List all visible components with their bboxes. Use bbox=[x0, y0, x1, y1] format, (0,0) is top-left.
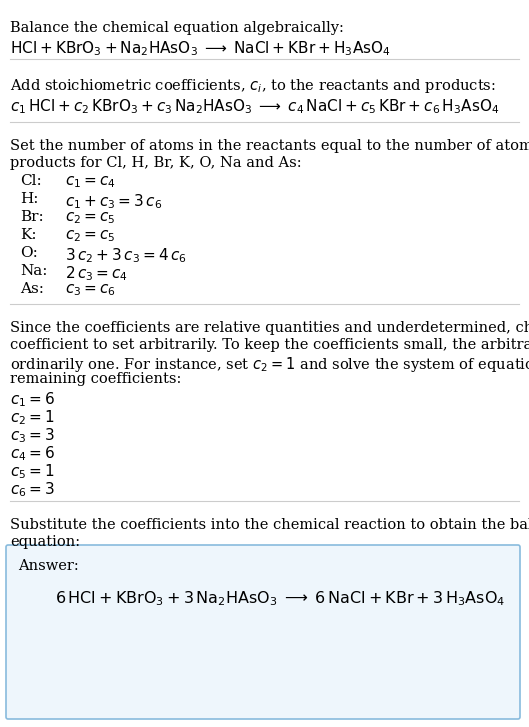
Text: $c_1 + c_3 = 3\,c_6$: $c_1 + c_3 = 3\,c_6$ bbox=[65, 192, 162, 211]
Text: $2\,c_3 = c_4$: $2\,c_3 = c_4$ bbox=[65, 264, 128, 283]
Text: $c_3 = 3$: $c_3 = 3$ bbox=[10, 426, 55, 445]
Text: $c_1 = c_4$: $c_1 = c_4$ bbox=[65, 174, 116, 190]
Text: As:: As: bbox=[20, 282, 44, 296]
Text: $c_5 = 1$: $c_5 = 1$ bbox=[10, 462, 54, 481]
Text: $c_6 = 3$: $c_6 = 3$ bbox=[10, 480, 55, 499]
FancyBboxPatch shape bbox=[6, 545, 520, 719]
Text: $6\,\mathrm{HCl} + \mathrm{KBrO_3} + 3\,\mathrm{Na_2HAsO_3} \;\longrightarrow\; : $6\,\mathrm{HCl} + \mathrm{KBrO_3} + 3\,… bbox=[55, 589, 505, 608]
Text: coefficient to set arbitrarily. To keep the coefficients small, the arbitrary va: coefficient to set arbitrarily. To keep … bbox=[10, 338, 529, 352]
Text: $c_2 = 1$: $c_2 = 1$ bbox=[10, 408, 54, 427]
Text: Add stoichiometric coefficients, $c_i$, to the reactants and products:: Add stoichiometric coefficients, $c_i$, … bbox=[10, 77, 496, 95]
Text: $c_2 = c_5$: $c_2 = c_5$ bbox=[65, 210, 115, 225]
Text: remaining coefficients:: remaining coefficients: bbox=[10, 372, 181, 386]
Text: ordinarily one. For instance, set $c_2 = 1$ and solve the system of equations fo: ordinarily one. For instance, set $c_2 =… bbox=[10, 355, 529, 374]
Text: products for Cl, H, Br, K, O, Na and As:: products for Cl, H, Br, K, O, Na and As: bbox=[10, 156, 302, 170]
Text: K:: K: bbox=[20, 228, 37, 242]
Text: Set the number of atoms in the reactants equal to the number of atoms in the: Set the number of atoms in the reactants… bbox=[10, 139, 529, 153]
Text: $\mathrm{HCl + KBrO_3 + Na_2HAsO_3 \;\longrightarrow\; NaCl + KBr + H_3AsO_4}$: $\mathrm{HCl + KBrO_3 + Na_2HAsO_3 \;\lo… bbox=[10, 39, 391, 57]
Text: Na:: Na: bbox=[20, 264, 48, 278]
Text: Answer:: Answer: bbox=[18, 559, 79, 573]
Text: $c_1\,\mathrm{HCl} + c_2\,\mathrm{KBrO_3} + c_3\,\mathrm{Na_2HAsO_3} \;\longrigh: $c_1\,\mathrm{HCl} + c_2\,\mathrm{KBrO_3… bbox=[10, 97, 499, 116]
Text: Balance the chemical equation algebraically:: Balance the chemical equation algebraica… bbox=[10, 21, 344, 35]
Text: Since the coefficients are relative quantities and underdetermined, choose a: Since the coefficients are relative quan… bbox=[10, 321, 529, 335]
Text: equation:: equation: bbox=[10, 535, 80, 549]
Text: $c_4 = 6$: $c_4 = 6$ bbox=[10, 444, 55, 462]
Text: $c_1 = 6$: $c_1 = 6$ bbox=[10, 390, 55, 409]
Text: Cl:: Cl: bbox=[20, 174, 42, 188]
Text: H:: H: bbox=[20, 192, 39, 206]
Text: $c_3 = c_6$: $c_3 = c_6$ bbox=[65, 282, 116, 297]
Text: $c_2 = c_5$: $c_2 = c_5$ bbox=[65, 228, 115, 244]
Text: O:: O: bbox=[20, 246, 38, 260]
Text: $3\,c_2 + 3\,c_3 = 4\,c_6$: $3\,c_2 + 3\,c_3 = 4\,c_6$ bbox=[65, 246, 187, 265]
Text: Substitute the coefficients into the chemical reaction to obtain the balanced: Substitute the coefficients into the che… bbox=[10, 518, 529, 532]
Text: Br:: Br: bbox=[20, 210, 44, 224]
